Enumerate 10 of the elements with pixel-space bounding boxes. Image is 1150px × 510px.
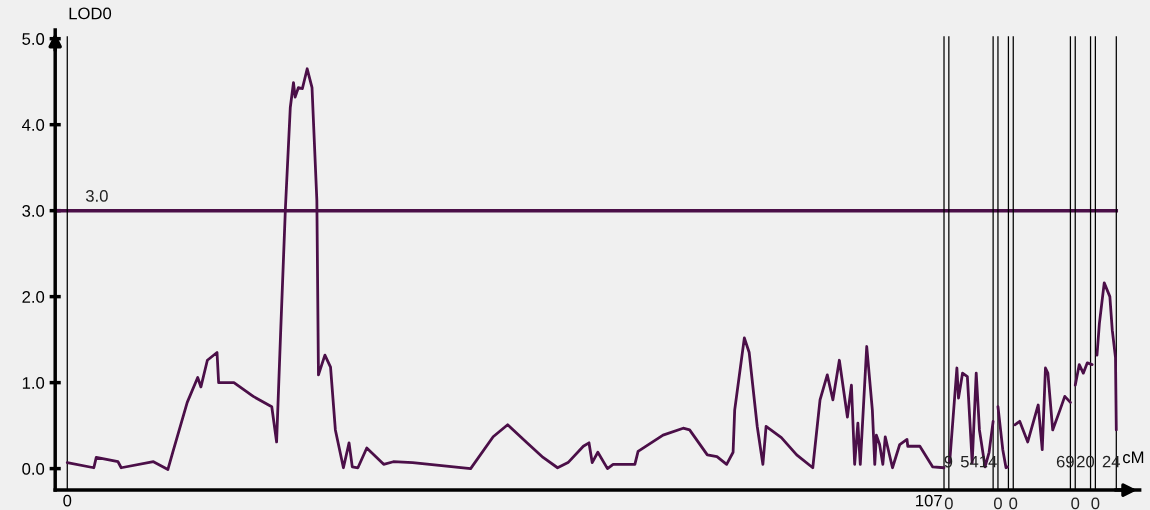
x-axis-title: cM (1123, 451, 1144, 464)
y-tick-label: 4.0 (22, 119, 45, 131)
x-tick-label: 107 (916, 494, 942, 507)
y-tick-label: 0.0 (22, 463, 45, 475)
ref-line-label: 3.0 (85, 190, 108, 202)
y-tick-label: 5.0 (22, 33, 45, 45)
y-tick-label: 3.0 (22, 205, 45, 217)
y-tick-label: 1.0 (22, 377, 45, 389)
y-tick-label: 2.0 (22, 291, 45, 303)
y-axis-title: LOD0 (69, 7, 112, 20)
